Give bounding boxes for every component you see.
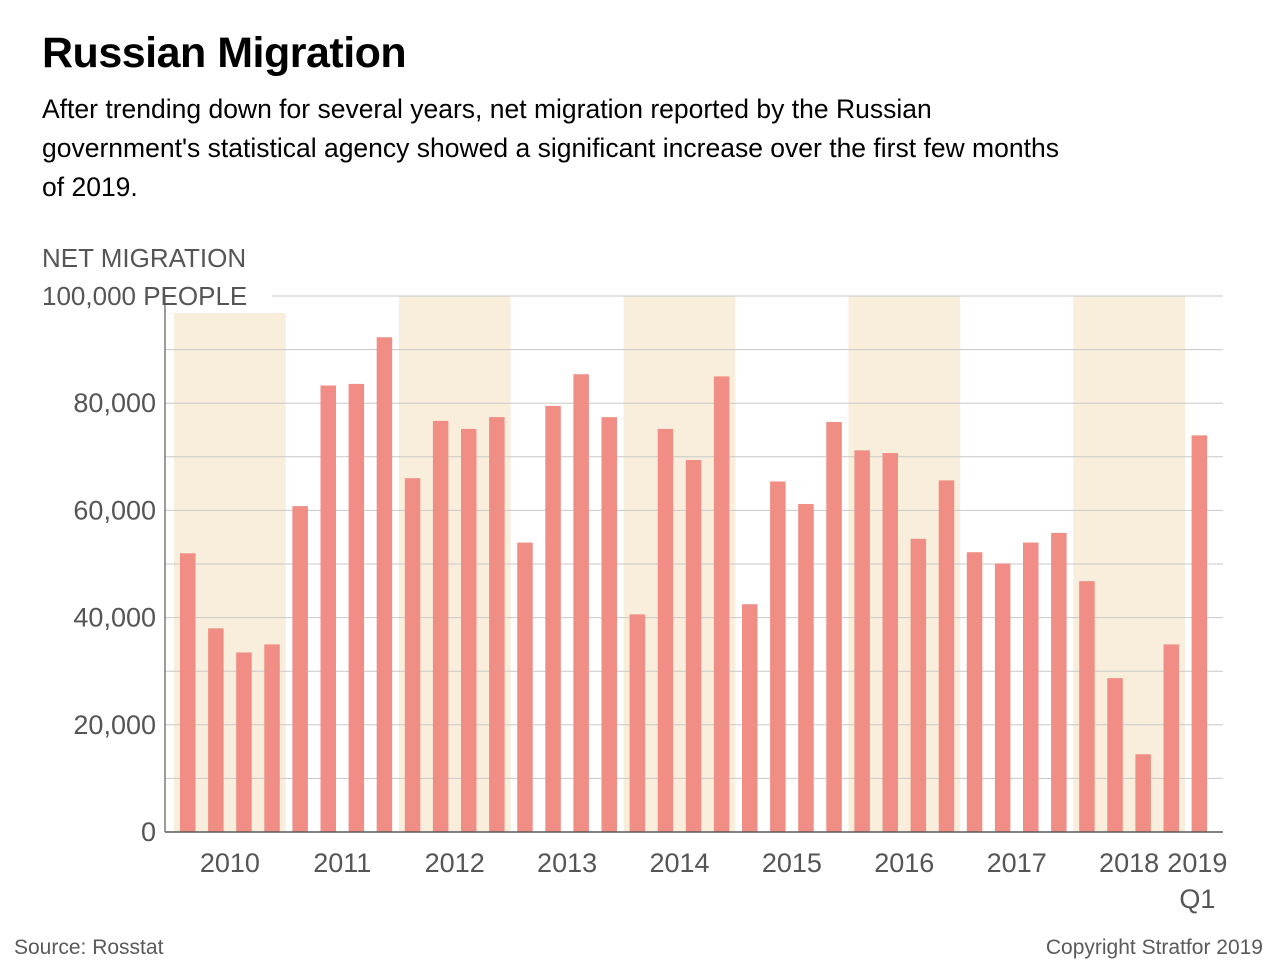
bar-2015-1 <box>742 604 758 832</box>
source-note: Source: Rosstat <box>14 936 164 959</box>
bar-2013-2 <box>545 405 561 832</box>
y-tick-label: 0 <box>141 817 156 847</box>
bar-2013-3 <box>573 374 589 832</box>
bar-2013-1 <box>517 542 533 832</box>
x-tick-label-2014: 2014 <box>649 848 709 878</box>
bar-2010-4 <box>264 644 280 832</box>
bar-2012-2 <box>432 420 449 832</box>
bar-2017-1 <box>966 552 983 832</box>
bar-2011-1 <box>292 506 308 832</box>
x-tick-label-2016: 2016 <box>874 848 934 878</box>
bar-2016-1 <box>854 450 870 832</box>
bar-2012-1 <box>404 478 421 832</box>
chart-subtitle: After trending down for several years, n… <box>42 94 1059 202</box>
y-tick-label: 80,000 <box>73 388 156 418</box>
bar-2010-1 <box>180 553 196 832</box>
bar-2015-4 <box>826 421 842 832</box>
bar-2011-2 <box>320 385 336 832</box>
x-tick-sublabel-2019: Q1 <box>1179 884 1215 914</box>
bar-2016-4 <box>938 480 955 832</box>
x-tick-label-2019: 2019 <box>1167 848 1227 878</box>
x-tick-label-2012: 2012 <box>425 848 485 878</box>
bar-2011-3 <box>348 383 365 832</box>
y-tick-label: 20,000 <box>73 710 156 740</box>
bar-2018-3 <box>1135 754 1151 832</box>
bar-2018-2 <box>1107 678 1123 832</box>
y-tick-label: 40,000 <box>73 603 156 633</box>
x-tick-label-2018: 2018 <box>1099 848 1159 878</box>
y-tick-label: 60,000 <box>73 495 156 525</box>
bar-2014-3 <box>685 460 702 832</box>
bar-2019-1 <box>1191 435 1208 832</box>
bar-2018-4 <box>1163 644 1179 832</box>
bar-2011-4 <box>376 337 393 832</box>
x-tick-label-2010: 2010 <box>200 848 260 878</box>
bar-2015-2 <box>770 481 786 832</box>
y-top-tick-label: 100,000 PEOPLE <box>42 281 247 311</box>
bar-2017-4 <box>1051 532 1067 832</box>
bar-2012-3 <box>461 428 477 832</box>
bar-2014-4 <box>713 376 730 832</box>
bar-2012-4 <box>489 417 505 832</box>
bar-2010-3 <box>236 652 252 832</box>
x-tick-label-2011: 2011 <box>313 848 371 878</box>
chart-title: Russian Migration <box>42 29 407 77</box>
bar-2016-2 <box>882 453 898 832</box>
bar-2015-3 <box>798 503 814 832</box>
y-axis-label: NET MIGRATION <box>42 243 246 273</box>
bar-2014-1 <box>629 614 646 832</box>
x-tick-label-2017: 2017 <box>987 848 1047 878</box>
copyright-note: Copyright Stratfor 2019 <box>1045 936 1263 959</box>
bar-2010-2 <box>208 628 224 832</box>
bar-2014-2 <box>657 428 674 832</box>
bar-2017-2 <box>994 563 1011 832</box>
bar-2017-3 <box>1023 542 1039 832</box>
bar-2018-1 <box>1079 581 1095 832</box>
bar-2013-4 <box>601 417 617 832</box>
x-tick-label-2013: 2013 <box>537 848 597 878</box>
x-tick-label-2015: 2015 <box>762 848 822 878</box>
bar-2016-3 <box>910 538 927 832</box>
